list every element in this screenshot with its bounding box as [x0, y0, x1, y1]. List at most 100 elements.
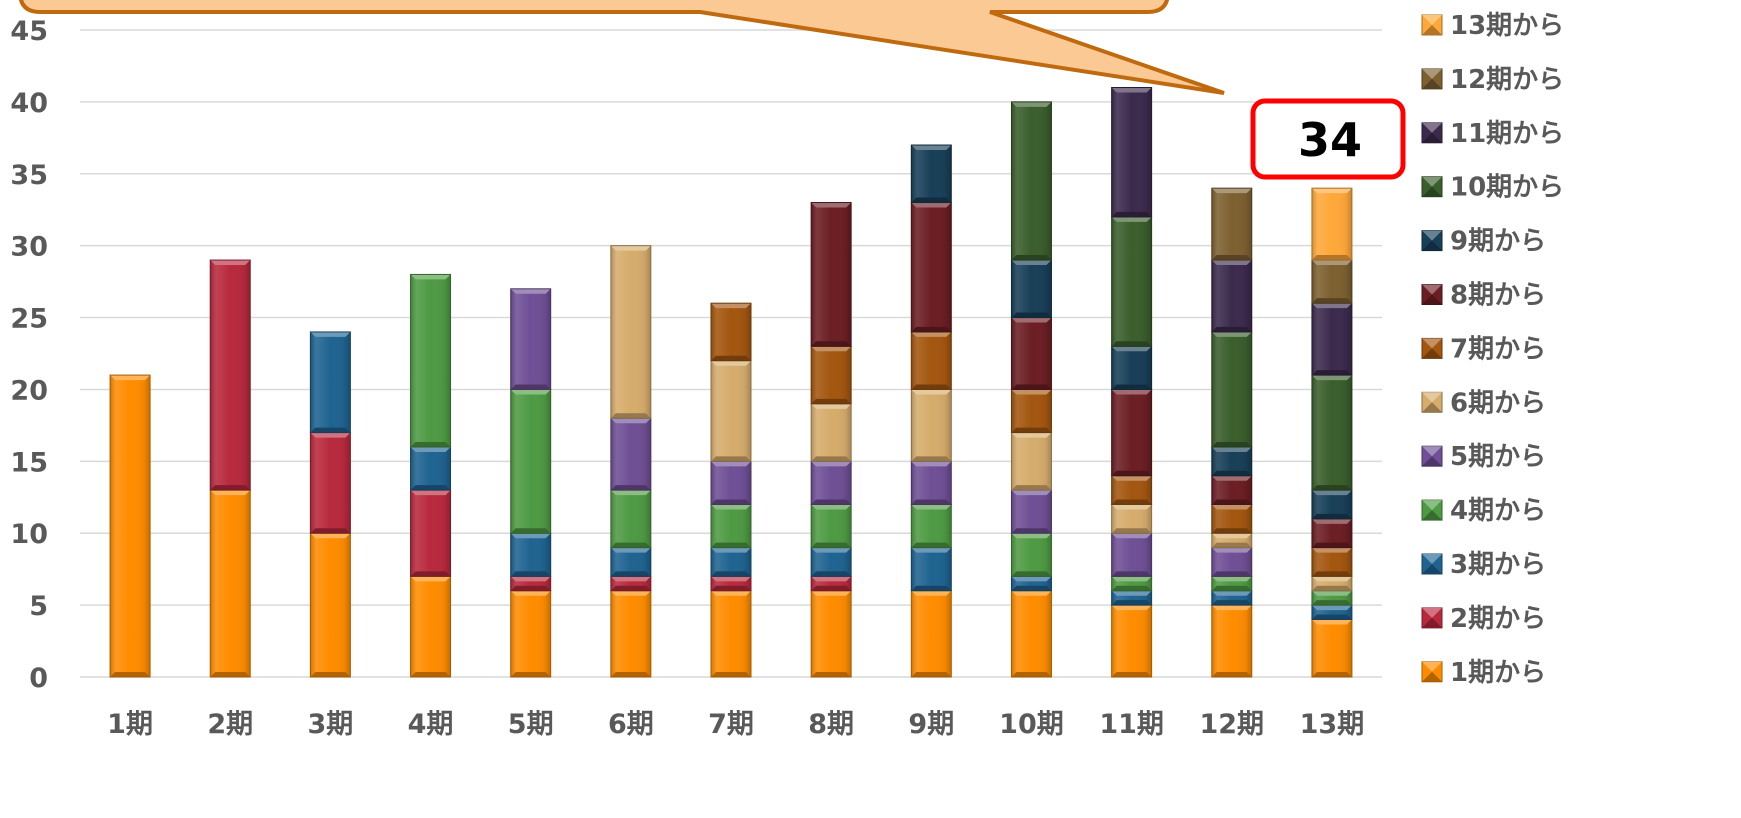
legend-item: 8期から: [1421, 281, 1546, 311]
bar-segment: [710, 590, 752, 678]
y-tick-label: 10: [10, 519, 48, 550]
bar-segment: [109, 374, 151, 678]
bar-segment: [910, 388, 952, 462]
x-category-label: 8期: [808, 709, 854, 740]
y-tick-label: 25: [10, 304, 48, 335]
bar-segment: [1211, 532, 1253, 549]
legend-label: 3期から: [1450, 550, 1546, 580]
bar-segment: [1311, 259, 1353, 304]
x-category-label: 7期: [708, 709, 754, 740]
x-category-label: 12期: [1199, 709, 1264, 740]
legend-item: 7期から: [1421, 334, 1546, 364]
bars: [109, 87, 1353, 678]
y-tick-label: 40: [10, 88, 48, 119]
bar-segment: [610, 245, 652, 419]
bar-segment: [910, 331, 952, 390]
bar-segment: [810, 345, 852, 405]
bar-segment: [1211, 590, 1253, 606]
legend-label: 6期から: [1450, 388, 1546, 418]
legend-item: 13期から: [1421, 11, 1564, 41]
legend-item: 4期から: [1421, 496, 1546, 526]
bar-segment: [1211, 604, 1253, 678]
bar-segment: [710, 575, 752, 592]
bar-segment: [710, 302, 752, 362]
bar-segment: [610, 417, 652, 491]
bar-segment: [810, 590, 852, 678]
y-tick-label: 20: [10, 375, 48, 406]
legend-label: 7期から: [1450, 334, 1546, 364]
x-category-label: 5期: [508, 709, 554, 740]
legend-label: 8期から: [1450, 281, 1546, 311]
x-category-label: 9期: [908, 709, 954, 740]
bar-segment: [510, 288, 552, 390]
bar-segment: [710, 360, 752, 462]
y-tick-label: 15: [10, 447, 48, 478]
y-tick-label: 0: [29, 663, 48, 694]
bar-segment: [1111, 216, 1153, 347]
x-category-label: 1期: [107, 709, 153, 740]
bar-segment: [1010, 317, 1052, 390]
x-category-label: 4期: [408, 709, 454, 740]
callout-bubble: [19, 0, 1225, 95]
bar-segment: [510, 575, 552, 592]
bar-segment: [910, 202, 952, 333]
bar-segment: [1311, 575, 1353, 592]
bar-segment: [1010, 388, 1052, 434]
legend-label: 12期から: [1450, 65, 1564, 95]
bar-segment: [1111, 503, 1153, 534]
bar-segment: [610, 575, 652, 592]
bar-segment: [209, 259, 251, 491]
bar-segment: [410, 489, 452, 577]
bar-segment: [910, 144, 952, 204]
y-tick-label: 30: [10, 232, 48, 263]
y-tick-label: 35: [10, 160, 48, 191]
x-category-label: 10期: [999, 709, 1064, 740]
bar-segment: [1111, 590, 1153, 606]
bar-segment: [810, 403, 852, 462]
legend-label: 13期から: [1450, 11, 1564, 41]
legend-label: 9期から: [1450, 227, 1546, 257]
bar-segment: [1311, 518, 1353, 549]
annotation-frame: [1250, 98, 1406, 180]
x-category-label: 3期: [307, 709, 353, 740]
bar-segment: [1311, 547, 1353, 577]
bar-segment: [610, 590, 652, 678]
bar-segment: [510, 590, 552, 678]
bar-segment: [1010, 532, 1052, 577]
bar-segment: [1311, 374, 1353, 491]
bar-segment: [410, 273, 452, 448]
bar-segment: [910, 590, 952, 678]
legend-item: 11期から: [1421, 119, 1564, 149]
bar-segment: [1211, 446, 1253, 477]
bar-segment: [610, 547, 652, 577]
callout-balloon: [19, 0, 1225, 95]
bar-segment: [1010, 259, 1052, 319]
legend-label: 10期から: [1450, 173, 1564, 203]
legend-label: 5期から: [1450, 442, 1546, 472]
bar-segment: [309, 331, 351, 434]
bar-segment: [710, 460, 752, 505]
bar-segment: [1010, 432, 1052, 491]
legend-item: 3期から: [1421, 550, 1546, 580]
legend-item: 10期から: [1421, 173, 1564, 203]
bar-segment: [1111, 475, 1153, 505]
legend-item: 9期から: [1421, 227, 1546, 257]
bar-segment: [1211, 575, 1253, 592]
bar-segment: [1311, 618, 1353, 678]
bar-segment: [910, 503, 952, 549]
legend-label: 4期から: [1450, 496, 1546, 526]
legend-label: 1期から: [1450, 658, 1546, 688]
legend-item: 12期から: [1421, 65, 1564, 95]
legend-item: 2期から: [1421, 604, 1546, 634]
bar-segment: [1211, 331, 1253, 448]
y-tick-label: 45: [10, 16, 48, 47]
annotation-box: 34: [1250, 98, 1406, 180]
bar-segment: [810, 202, 852, 347]
x-category-label: 13期: [1300, 709, 1365, 740]
bar-segment: [1311, 604, 1353, 620]
bar-segment: [710, 547, 752, 577]
bar-segment: [1010, 575, 1052, 592]
x-category-label: 6期: [608, 709, 654, 740]
bar-segment: [1211, 547, 1253, 577]
x-axis-categories: 1期 2期 3期 4期 5期 6期 7期 8期 9期 10期 11期 12期 13期: [107, 709, 1364, 740]
